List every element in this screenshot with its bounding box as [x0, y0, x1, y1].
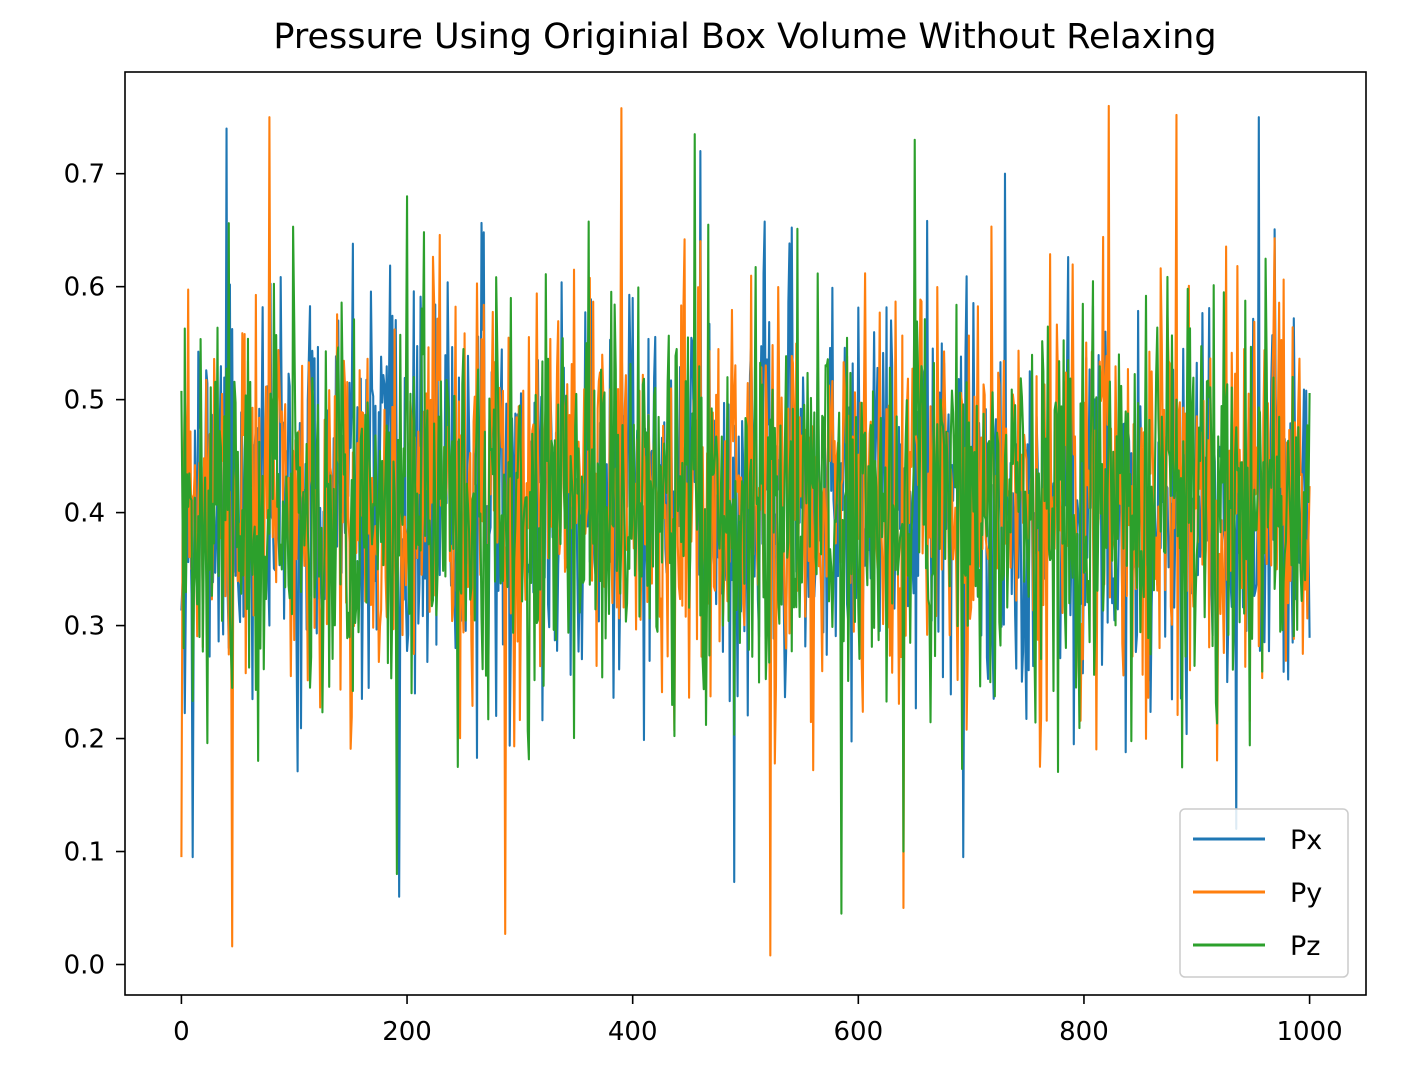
x-tick-label: 800	[1059, 1017, 1109, 1047]
legend-label-pz: Pz	[1290, 931, 1320, 962]
plot-area-frame	[124, 71, 1367, 996]
x-tick-label: 0	[173, 1017, 190, 1047]
y-tick-label: 0.3	[64, 612, 105, 642]
y-tick-label: 0.0	[64, 950, 105, 980]
x-tick-label: 400	[608, 1017, 658, 1047]
y-tick-label: 0.2	[64, 725, 105, 755]
y-tick-label: 0.4	[64, 499, 105, 529]
legend-label-px: Px	[1290, 825, 1322, 856]
legend: Px Py Pz	[1179, 808, 1349, 978]
y-tick-label: 0.7	[64, 160, 105, 190]
legend-label-py: Py	[1290, 878, 1322, 909]
y-tick-label: 0.6	[64, 273, 105, 303]
y-tick-label: 0.1	[64, 838, 105, 868]
series-layer	[180, 104, 1311, 957]
y-axis: 0.0 0.1 0.2 0.3 0.4 0.5 0.6 0.7	[64, 160, 125, 980]
chart-title: Pressure Using Originial Box Volume With…	[273, 17, 1216, 57]
x-tick-label: 1000	[1277, 1017, 1343, 1047]
x-axis: 0 200 400 600 800 1000	[173, 995, 1343, 1047]
series-line-pz	[180, 133, 1311, 915]
y-tick-label: 0.5	[64, 386, 105, 416]
x-tick-label: 600	[833, 1017, 883, 1047]
x-tick-label: 200	[382, 1017, 432, 1047]
